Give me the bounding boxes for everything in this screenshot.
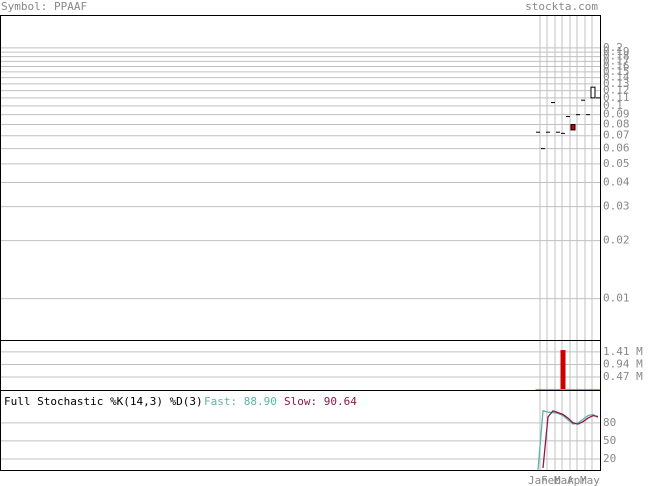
volume-bar (575, 388, 581, 390)
y-tick-label: 0.04 (603, 176, 630, 189)
volume-bar (590, 388, 596, 390)
volume-bar (560, 350, 566, 390)
x-tick-label: May (580, 474, 600, 486)
y-tick-label: 0.19 (603, 45, 630, 58)
y-tick-label: 1.41 M (603, 345, 643, 358)
y-tick-label: 0.05 (603, 157, 630, 170)
stochastic-line (537, 410, 599, 470)
candle (590, 86, 596, 99)
indicator-title: Full Stochastic %K(14,3) %D(3) (4, 395, 203, 408)
y-tick-label: 0.17 (603, 54, 630, 67)
x-tick-label: Apr (567, 474, 587, 486)
volume-bar (545, 388, 551, 390)
y-tick-label: 0.14 (603, 71, 630, 84)
y-tick-label: 0.06 (603, 142, 630, 155)
stochastic-line (542, 410, 599, 469)
y-tick-label: 0.09 (603, 108, 630, 121)
volume-bar (595, 388, 601, 390)
fast-label: Fast: 88.90 (204, 395, 277, 408)
y-tick-label: 0.15 (603, 65, 630, 78)
y-tick-label: 0.1 (603, 99, 623, 112)
x-tick-label: Feb (541, 474, 561, 486)
y-tick-label: 0.11 (603, 91, 630, 104)
candle (570, 124, 576, 131)
y-tick-label: 0.01 (603, 292, 630, 305)
y-tick-label: 0.02 (603, 234, 630, 247)
volume-bar (580, 388, 586, 390)
site-label: stockta.com (525, 0, 598, 13)
y-tick-label: 0.13 (603, 77, 630, 90)
volume-bar (570, 388, 576, 390)
y-tick-label: 50 (603, 434, 616, 447)
y-tick-label: 0.18 (603, 50, 630, 63)
volume-bar (550, 388, 556, 390)
y-tick-label: 0.47 M (603, 370, 643, 383)
volume-bar (585, 388, 591, 390)
y-tick-label: 20 (603, 452, 616, 465)
symbol-label: Symbol: PPAAF (1, 0, 87, 13)
volume-bar (565, 388, 571, 390)
slow-label: Slow: 90.64 (284, 395, 357, 408)
y-tick-label: 0.07 (603, 129, 630, 142)
y-tick-label: 0.94 M (603, 357, 643, 370)
y-tick-label: 0.12 (603, 84, 630, 97)
volume-bar (555, 388, 561, 390)
x-tick-label: Jan (528, 474, 548, 486)
y-tick-label: 80 (603, 416, 616, 429)
volume-bar (540, 388, 546, 390)
y-tick-label: 0.16 (603, 60, 630, 73)
panel-frame (0, 390, 601, 471)
y-tick-label: 0.08 (603, 118, 630, 131)
date-grid (539, 15, 593, 470)
volume-bar (535, 388, 541, 390)
y-tick-label: 0.2 (603, 41, 623, 54)
panel-frame (0, 15, 601, 341)
y-tick-label: 0.03 (603, 200, 630, 213)
panel-frame (0, 340, 601, 391)
x-tick-label: Mar (554, 474, 574, 486)
